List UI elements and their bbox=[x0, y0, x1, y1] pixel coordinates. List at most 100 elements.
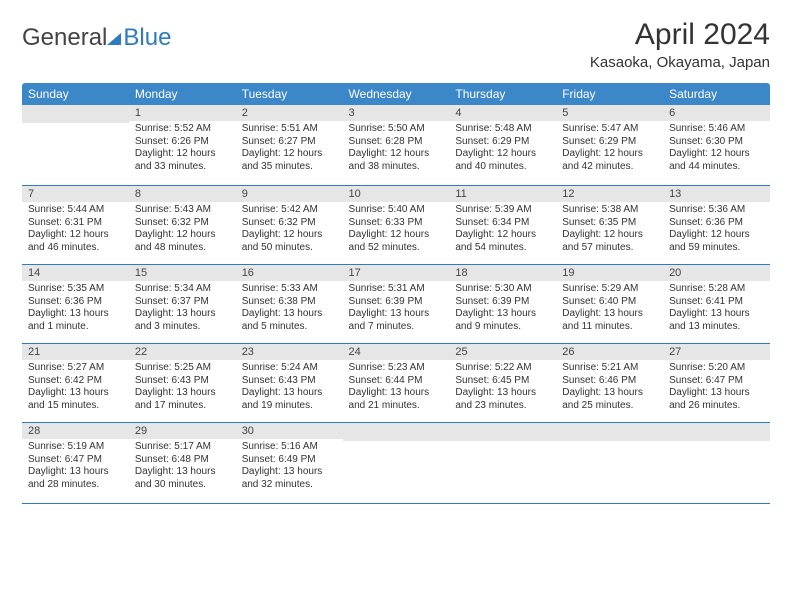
day-line: Sunrise: 5:21 AM bbox=[562, 362, 657, 375]
day-line: Sunrise: 5:28 AM bbox=[669, 283, 764, 296]
week-row: 14 Sunrise: 5:35 AMSunset: 6:36 PM Dayligh… bbox=[22, 265, 770, 344]
day-number-bar: 15 bbox=[129, 265, 236, 281]
day-number-bar: 3 bbox=[343, 105, 450, 121]
day-line: Sunrise: 5:23 AM bbox=[349, 362, 444, 375]
day-line: Daylight: 12 hours bbox=[135, 229, 230, 242]
day-line: Sunrise: 5:44 AM bbox=[28, 204, 123, 217]
day-body bbox=[663, 441, 770, 503]
day-line: and 42 minutes. bbox=[562, 161, 657, 174]
day-line: Daylight: 13 hours bbox=[562, 387, 657, 400]
day-body: Sunrise: 5:50 AMSunset: 6:28 PMDaylight:… bbox=[343, 121, 450, 183]
day-cell: 6Sunrise: 5:46 AMSunset: 6:30 PMDaylight… bbox=[663, 105, 770, 186]
day-line: Daylight: 13 hours bbox=[28, 387, 123, 400]
day-line: Sunrise: 5:52 AM bbox=[135, 123, 230, 136]
day-body: Sunrise: 5:38 AMSunset: 6:35 PMDaylight:… bbox=[556, 202, 663, 264]
day-line: Sunrise: 5:24 AM bbox=[242, 362, 337, 375]
day-body: Sunrise: 5:17 AMSunset: 6:48 PMDaylight:… bbox=[129, 439, 236, 501]
day-line: Daylight: 12 hours bbox=[135, 148, 230, 161]
day-body: Sunrise: 5:34 AMSunset: 6:37 PMDaylight:… bbox=[129, 281, 236, 343]
day-line: Sunset: 6:35 PM bbox=[562, 217, 657, 230]
day-number-bar: 27 bbox=[663, 344, 770, 360]
day-line: and 32 minutes. bbox=[242, 479, 337, 492]
location-subtitle: Kasaoka, Okayama, Japan bbox=[590, 54, 770, 71]
day-line: Sunrise: 5:16 AM bbox=[242, 441, 337, 454]
day-line: Sunset: 6:42 PM bbox=[28, 375, 123, 388]
day-body: Sunrise: 5:42 AMSunset: 6:32 PMDaylight:… bbox=[236, 202, 343, 264]
day-header: Tuesday bbox=[236, 83, 343, 105]
header: General Blue April 2024 Kasaoka, Okayama… bbox=[22, 18, 770, 71]
day-number-bar: 25 bbox=[449, 344, 556, 360]
day-line: Sunset: 6:28 PM bbox=[349, 136, 444, 149]
day-line: and 15 minutes. bbox=[28, 400, 123, 413]
day-line: Sunrise: 5:35 AM bbox=[28, 283, 123, 296]
day-number-bar bbox=[556, 423, 663, 441]
day-cell: 1Sunrise: 5:52 AMSunset: 6:26 PMDaylight… bbox=[129, 105, 236, 186]
brand-text-general: General bbox=[22, 24, 107, 52]
day-cell: 27Sunrise: 5:20 AMSunset: 6:47 PMDayligh… bbox=[663, 344, 770, 423]
day-body: Sunrise: 5:16 AMSunset: 6:49 PMDaylight:… bbox=[236, 439, 343, 501]
day-line: and 40 minutes. bbox=[455, 161, 550, 174]
day-body bbox=[343, 441, 450, 503]
day-line: and 46 minutes. bbox=[28, 242, 123, 255]
day-number-bar: 9 bbox=[236, 186, 343, 202]
day-number-bar: 19 bbox=[556, 265, 663, 281]
day-line: Sunset: 6:44 PM bbox=[349, 375, 444, 388]
day-line: and 26 minutes. bbox=[669, 400, 764, 413]
day-number-bar bbox=[663, 423, 770, 441]
week-row: 7Sunrise: 5:44 AMSunset: 6:31 PMDaylight… bbox=[22, 186, 770, 265]
day-header: Sunday bbox=[22, 83, 129, 105]
day-line: Sunset: 6:31 PM bbox=[28, 217, 123, 230]
day-body: Sunrise: 5:24 AMSunset: 6:43 PMDaylight:… bbox=[236, 360, 343, 422]
day-line: and 54 minutes. bbox=[455, 242, 550, 255]
day-cell: 9Sunrise: 5:42 AMSunset: 6:32 PMDaylight… bbox=[236, 186, 343, 265]
day-number-bar: 28 bbox=[22, 423, 129, 439]
day-line: Daylight: 12 hours bbox=[349, 148, 444, 161]
day-line: and 38 minutes. bbox=[349, 161, 444, 174]
day-line: Sunset: 6:29 PM bbox=[562, 136, 657, 149]
day-number-bar bbox=[343, 423, 450, 441]
day-number-bar: 21 bbox=[22, 344, 129, 360]
day-line: Daylight: 13 hours bbox=[562, 308, 657, 321]
day-header: Saturday bbox=[663, 83, 770, 105]
day-line: and 28 minutes. bbox=[28, 479, 123, 492]
month-title: April 2024 bbox=[590, 18, 770, 52]
day-body: Sunrise: 5:46 AMSunset: 6:30 PMDaylight:… bbox=[663, 121, 770, 183]
day-line: Sunrise: 5:38 AM bbox=[562, 204, 657, 217]
day-line: Daylight: 12 hours bbox=[669, 229, 764, 242]
day-line: Daylight: 12 hours bbox=[349, 229, 444, 242]
day-line: Sunrise: 5:36 AM bbox=[669, 204, 764, 217]
day-number-bar: 12 bbox=[556, 186, 663, 202]
day-line: Sunrise: 5:50 AM bbox=[349, 123, 444, 136]
day-cell: 12Sunrise: 5:38 AMSunset: 6:35 PMDayligh… bbox=[556, 186, 663, 265]
day-number-bar: 14 bbox=[22, 265, 129, 281]
day-line: and 1 minute. bbox=[28, 321, 123, 334]
brand-text-blue: Blue bbox=[123, 24, 171, 52]
day-cell bbox=[663, 423, 770, 504]
day-line: and 59 minutes. bbox=[669, 242, 764, 255]
day-line: Sunset: 6:47 PM bbox=[669, 375, 764, 388]
day-header: Monday bbox=[129, 83, 236, 105]
day-line: Sunset: 6:36 PM bbox=[28, 296, 123, 309]
day-line: Sunset: 6:34 PM bbox=[455, 217, 550, 230]
day-body: Sunrise: 5:29 AMSunset: 6:40 PMDaylight:… bbox=[556, 281, 663, 343]
day-cell: 16Sunrise: 5:33 AMSunset: 6:38 PMDayligh… bbox=[236, 265, 343, 344]
day-cell bbox=[556, 423, 663, 504]
day-cell: 25Sunrise: 5:22 AMSunset: 6:45 PMDayligh… bbox=[449, 344, 556, 423]
day-line: Sunset: 6:33 PM bbox=[349, 217, 444, 230]
day-line: Sunset: 6:41 PM bbox=[669, 296, 764, 309]
day-cell bbox=[22, 105, 129, 186]
day-number-bar: 16 bbox=[236, 265, 343, 281]
day-number-bar bbox=[22, 105, 129, 123]
day-number-bar: 20 bbox=[663, 265, 770, 281]
day-line: and 48 minutes. bbox=[135, 242, 230, 255]
day-body bbox=[22, 123, 129, 185]
day-line: Sunrise: 5:51 AM bbox=[242, 123, 337, 136]
day-body: Sunrise: 5:22 AMSunset: 6:45 PMDaylight:… bbox=[449, 360, 556, 422]
day-cell: 24Sunrise: 5:23 AMSunset: 6:44 PMDayligh… bbox=[343, 344, 450, 423]
day-line: and 11 minutes. bbox=[562, 321, 657, 334]
day-line: Daylight: 13 hours bbox=[455, 387, 550, 400]
day-number-bar: 11 bbox=[449, 186, 556, 202]
day-line: Daylight: 13 hours bbox=[135, 387, 230, 400]
day-line: Daylight: 13 hours bbox=[242, 308, 337, 321]
day-line: and 23 minutes. bbox=[455, 400, 550, 413]
